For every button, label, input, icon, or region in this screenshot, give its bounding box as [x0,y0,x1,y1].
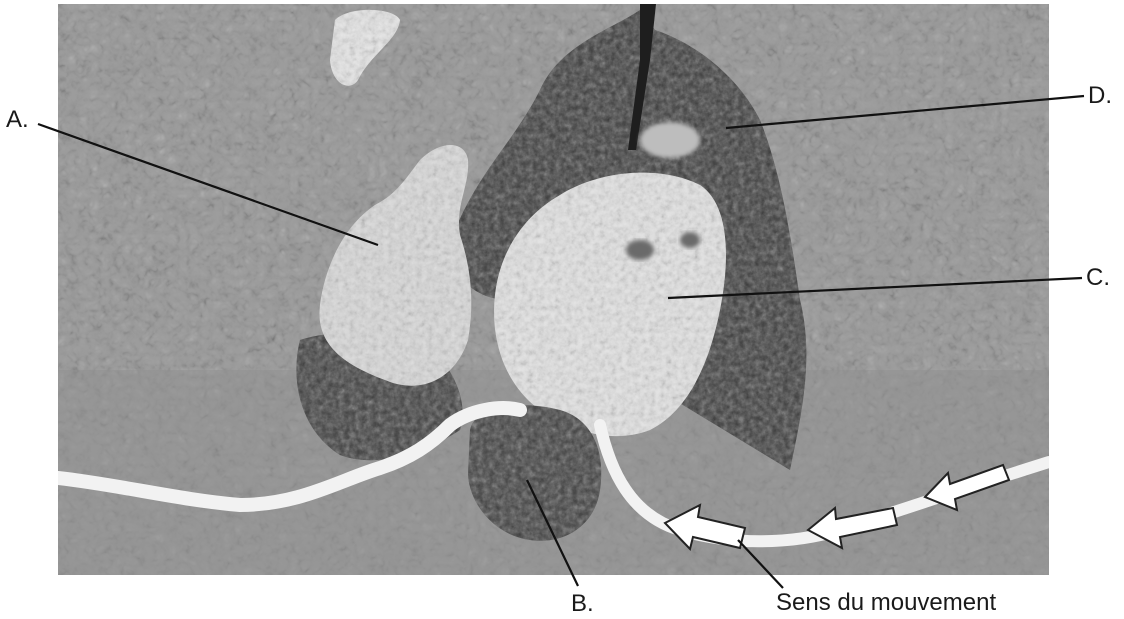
leader-lines [37,94,1085,589]
label-c: C. [1086,264,1110,291]
leader-line-a [37,122,379,247]
label-d: D. [1088,82,1112,109]
leader-line-b [526,479,579,587]
leader-line-movement [737,539,784,589]
label-b: B. [571,590,594,617]
movement-arrows [663,463,1011,551]
photo-panel [58,4,1049,575]
arrow-icon [923,463,1011,512]
label-a: A. [6,106,29,133]
leader-line-c [667,276,1083,300]
bright-trail-left [58,401,527,513]
arrow-icon [663,503,747,551]
leader-line-d [725,94,1085,130]
arrow-icon [806,506,899,550]
label-movement-direction: Sens du mouvement [776,589,997,616]
